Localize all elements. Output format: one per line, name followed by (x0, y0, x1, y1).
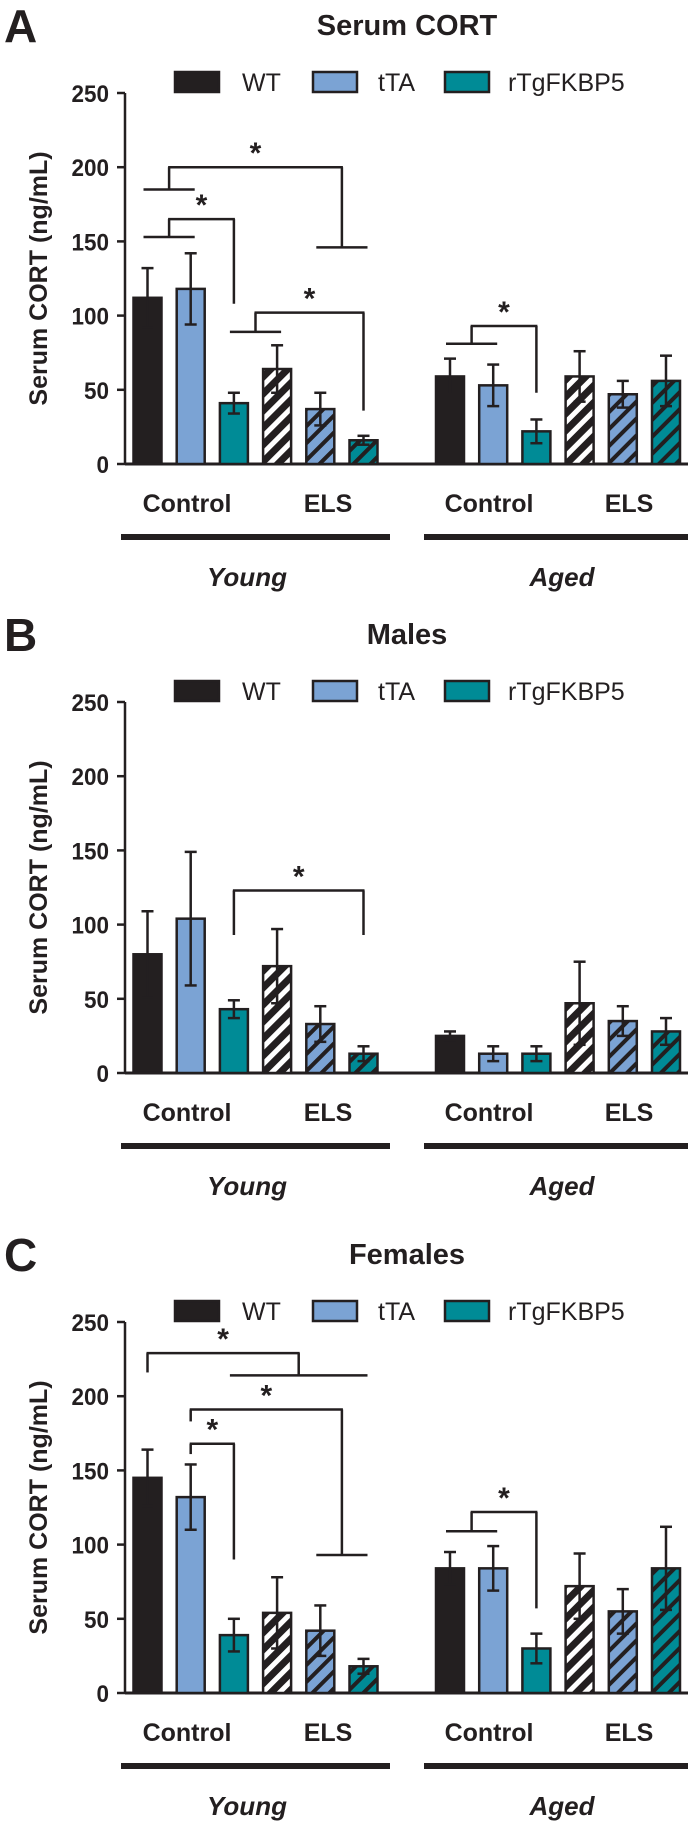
y-axis: 0 50 100 150 200 250 Serum CORT (ng/mL) (25, 690, 127, 1088)
x-category-label: Control (445, 1099, 534, 1127)
significance-star: * (498, 1482, 510, 1515)
group-label-young: Young (207, 1791, 287, 1821)
legend-label: tTA (378, 678, 415, 706)
legend-label: tTA (378, 1298, 415, 1326)
group-label-young: Young (207, 562, 287, 592)
x-category-label: Control (445, 1719, 534, 1747)
y-axis: 0 50 100 150 200 250 Serum CORT (ng/mL) (25, 1310, 127, 1708)
bars (132, 1448, 682, 1695)
y-axis-title: Serum CORT (ng/mL) (25, 1380, 53, 1634)
panel-title: Males (367, 619, 448, 651)
panel-title: Serum CORT (317, 10, 498, 42)
legend-swatch-wt (173, 1299, 221, 1323)
significance-star: * (250, 137, 262, 170)
bars (132, 850, 682, 1075)
x-category-label: ELS (605, 1099, 654, 1127)
significance-star: * (304, 283, 316, 316)
y-axis-title: Serum CORT (ng/mL) (25, 760, 53, 1014)
y-tick-label: 150 (72, 229, 110, 256)
group-label-aged: Aged (529, 1791, 596, 1821)
legend-swatch-rtgfkbp5 (443, 1299, 491, 1323)
y-tick-label: 250 (72, 690, 110, 717)
significance-star: * (293, 860, 305, 893)
group-label-aged: Aged (529, 562, 596, 592)
bars (132, 252, 682, 466)
legend-swatch-rtgfkbp5 (443, 679, 491, 703)
legend-swatch-tta (311, 70, 359, 94)
significance-star: * (498, 296, 510, 329)
bar-wt-aged-control (434, 1034, 466, 1075)
legend-swatch-tta (311, 1299, 359, 1323)
y-tick-label: 150 (72, 1458, 110, 1485)
y-tick-label: 0 (97, 452, 110, 479)
y-tick-label: 200 (72, 764, 110, 791)
y-tick-label: 100 (72, 1533, 110, 1560)
legend-swatch-wt (173, 70, 221, 94)
bar-wt-young-control (132, 953, 163, 1075)
x-category-label: ELS (605, 490, 654, 518)
y-axis: 0 50 100 150 200 250 Serum CORT (ng/mL) (25, 81, 127, 479)
x-category-label: ELS (304, 1099, 353, 1127)
panel-c: C Females WT tTA rTgFKBP5 0 50 100 150 200 250 Seru… (4, 1229, 688, 1821)
y-tick-label: 100 (72, 304, 110, 331)
significance-brackets: * * * * (143, 137, 538, 411)
group-line-aged (424, 534, 688, 540)
panel-a: A Serum CORT WT tTA rTgFKBP5 0 50 100 150 200 250 S… (4, 0, 688, 592)
legend-label: WT (242, 69, 281, 97)
x-category-label: ELS (304, 490, 353, 518)
x-category-label: Control (445, 490, 534, 518)
panel-title: Females (349, 1239, 465, 1271)
y-tick-label: 50 (84, 1607, 109, 1634)
y-tick-label: 250 (72, 81, 110, 108)
y-tick-label: 250 (72, 1310, 110, 1337)
legend: WT tTA rTgFKBP5 (173, 678, 625, 706)
group-line-aged (424, 1763, 688, 1769)
legend-swatch-wt (173, 679, 221, 703)
x-category-label: Control (143, 1099, 232, 1127)
y-tick-label: 150 (72, 838, 110, 865)
legend-swatch-rtgfkbp5 (443, 70, 491, 94)
legend: WT tTA rTgFKBP5 (173, 1298, 625, 1326)
panel-label: B (4, 609, 37, 661)
y-tick-label: 200 (72, 1384, 110, 1411)
significance-star: * (217, 1323, 229, 1356)
x-category-label: ELS (304, 1719, 353, 1747)
group-label-aged: Aged (529, 1171, 596, 1201)
significance-star: * (260, 1380, 272, 1413)
legend-label: rTgFKBP5 (508, 69, 625, 97)
x-category-label: Control (143, 1719, 232, 1747)
significance-brackets: * (232, 860, 365, 935)
significance-brackets: * * * * (146, 1323, 538, 1609)
y-tick-label: 50 (84, 987, 109, 1014)
significance-star: * (196, 189, 208, 222)
legend-label: rTgFKBP5 (508, 1298, 625, 1326)
y-tick-label: 0 (97, 1681, 110, 1708)
x-category-label: ELS (605, 1719, 654, 1747)
group-label-young: Young (207, 1171, 287, 1201)
legend-label: rTgFKBP5 (508, 678, 625, 706)
group-line-young (121, 1763, 390, 1769)
y-axis-title: Serum CORT (ng/mL) (25, 151, 53, 405)
legend-label: WT (242, 678, 281, 706)
legend-swatch-tta (311, 679, 359, 703)
bar-wt-aged-control (434, 1567, 466, 1695)
x-category-label: Control (143, 490, 232, 518)
significance-star: * (206, 1414, 218, 1447)
group-line-young (121, 1143, 390, 1149)
panel-label: C (4, 1229, 37, 1281)
legend-label: WT (242, 1298, 281, 1326)
y-tick-label: 0 (97, 1061, 110, 1088)
legend: WT tTA rTgFKBP5 (173, 69, 625, 97)
bar-wt-young-control (132, 1476, 163, 1695)
y-tick-label: 100 (72, 913, 110, 940)
panel-b: B Males WT tTA rTgFKBP5 0 50 100 150 200 250 Serum … (4, 609, 688, 1201)
y-tick-label: 50 (84, 378, 109, 405)
legend-label: tTA (378, 69, 415, 97)
y-tick-label: 200 (72, 155, 110, 182)
group-line-aged (424, 1143, 688, 1149)
panel-label: A (4, 0, 37, 52)
group-line-young (121, 534, 390, 540)
